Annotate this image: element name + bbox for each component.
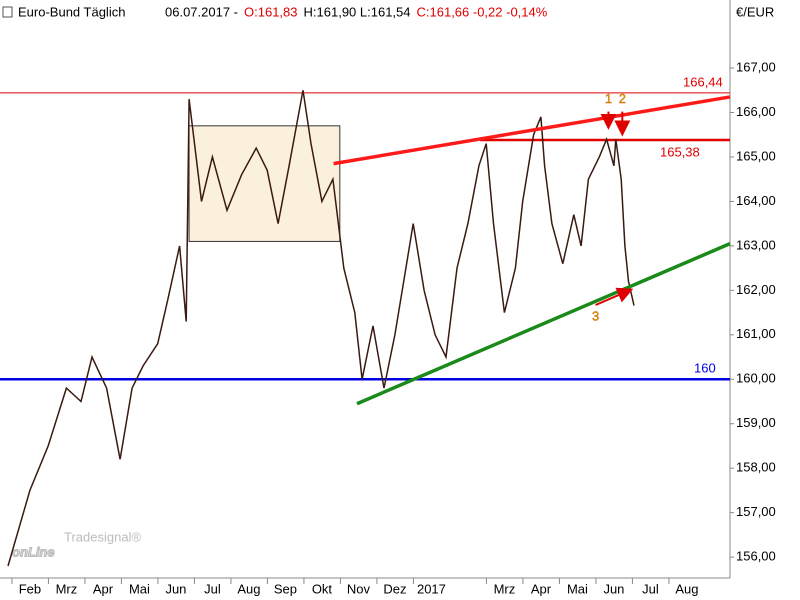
x-tick-label: Jul (642, 581, 659, 596)
marker-arrow (595, 287, 634, 306)
header-item: H:161,90 L:161,54 (304, 4, 411, 19)
x-tick-label: Mai (567, 581, 588, 596)
x-tick-label: Apr (93, 581, 114, 596)
x-tick-label: Dez (383, 581, 406, 596)
y-tick-label: 167,00 (736, 59, 776, 74)
y-tick-label: 161,00 (736, 326, 776, 341)
x-tick-label: Apr (531, 581, 552, 596)
x-tick-label: Nov (347, 581, 371, 596)
x-tick-label: Jul (204, 581, 221, 596)
x-tick-label: Aug (237, 581, 260, 596)
y-unit: €/EUR (736, 4, 774, 19)
trendline (333, 95, 731, 166)
trendline (356, 242, 731, 406)
header-item: 06.07.2017 - (165, 4, 238, 19)
x-tick-label: Mrz (56, 581, 78, 596)
chart-title: Euro-Bund Täglich (18, 4, 125, 19)
level-label: 160 (694, 361, 716, 376)
y-tick-label: 156,00 (736, 549, 776, 564)
header-item: C:161,66 -0,22 -0,14% (417, 4, 548, 19)
watermark-sub: Tradesignal® (64, 529, 141, 544)
y-tick-label: 160,00 (736, 371, 776, 386)
price-line (7, 90, 635, 567)
y-tick-label: 166,00 (736, 104, 776, 119)
range-box (188, 125, 341, 242)
x-tick-label: Jun (165, 581, 186, 596)
y-tick-label: 163,00 (736, 237, 776, 252)
y-tick-label: 159,00 (736, 415, 776, 430)
level-label: 165,38 (660, 144, 700, 159)
watermark: onLine (12, 544, 55, 559)
x-tick-label: Sep (274, 581, 297, 596)
x-tick-label: Feb (19, 581, 41, 596)
level-label: 166,44 (683, 74, 723, 89)
y-tick-label: 158,00 (736, 460, 776, 475)
x-tick-label: 2017 (417, 581, 446, 596)
y-tick-label: 162,00 (736, 282, 776, 297)
marker-label: 3 (592, 308, 599, 323)
x-tick-label: Mai (129, 581, 150, 596)
x-tick-label: Jun (603, 581, 624, 596)
y-tick-label: 157,00 (736, 504, 776, 519)
marker-label: 1 (605, 91, 612, 106)
x-tick-label: Okt (312, 581, 333, 596)
x-tick-label: Aug (675, 581, 698, 596)
x-tick-label: Mrz (494, 581, 516, 596)
y-tick-label: 164,00 (736, 193, 776, 208)
y-tick-label: 165,00 (736, 148, 776, 163)
marker-label: 2 (619, 91, 626, 106)
header-icon (2, 6, 13, 18)
header-item: O:161,83 (244, 4, 298, 19)
